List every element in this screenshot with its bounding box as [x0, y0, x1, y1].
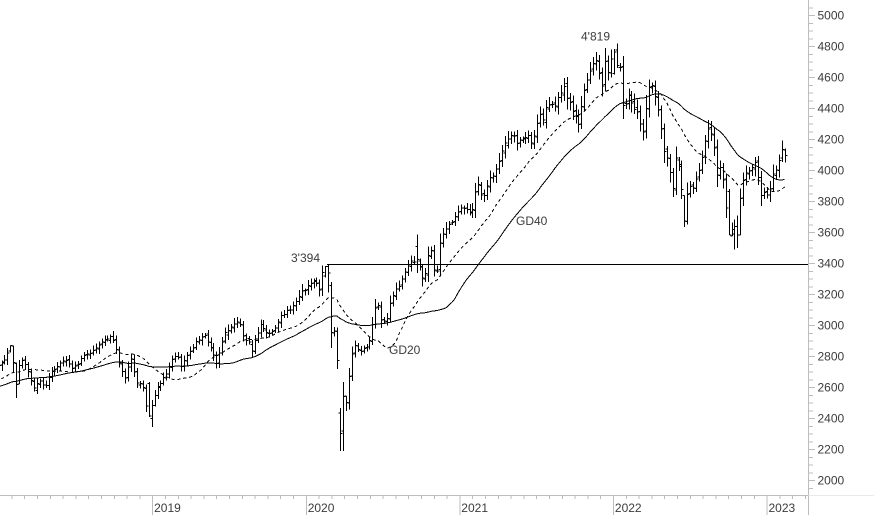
svg-text:2200: 2200 — [818, 443, 845, 457]
svg-text:4800: 4800 — [818, 40, 845, 54]
svg-text:3000: 3000 — [818, 319, 845, 333]
svg-text:2600: 2600 — [818, 381, 845, 395]
svg-text:GD40: GD40 — [516, 214, 548, 228]
svg-text:2400: 2400 — [818, 412, 845, 426]
svg-text:2021: 2021 — [461, 501, 488, 515]
svg-text:4400: 4400 — [818, 102, 845, 116]
svg-text:2019: 2019 — [154, 501, 181, 515]
svg-text:3'394: 3'394 — [291, 251, 320, 265]
svg-text:2800: 2800 — [818, 350, 845, 364]
svg-text:5000: 5000 — [818, 9, 845, 23]
svg-text:4600: 4600 — [818, 71, 845, 85]
svg-text:3800: 3800 — [818, 195, 845, 209]
svg-text:2020: 2020 — [308, 501, 335, 515]
svg-text:4'819: 4'819 — [581, 30, 610, 44]
svg-text:4000: 4000 — [818, 164, 845, 178]
svg-text:2023: 2023 — [769, 501, 796, 515]
svg-text:2022: 2022 — [615, 501, 642, 515]
svg-text:3400: 3400 — [818, 257, 845, 271]
svg-text:3600: 3600 — [818, 226, 845, 240]
svg-text:GD20: GD20 — [389, 343, 421, 357]
svg-text:2000: 2000 — [818, 474, 845, 488]
svg-text:4200: 4200 — [818, 133, 845, 147]
svg-text:3200: 3200 — [818, 288, 845, 302]
